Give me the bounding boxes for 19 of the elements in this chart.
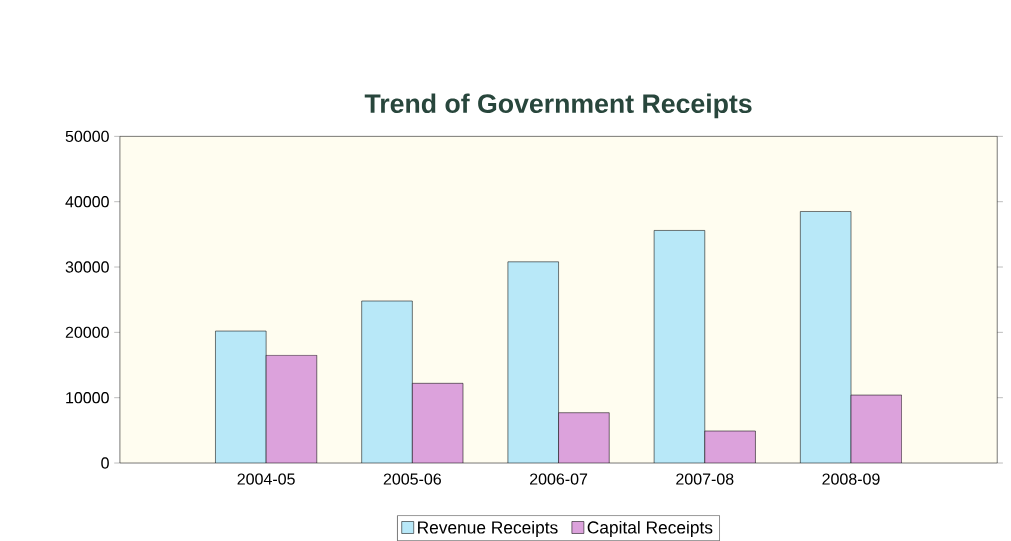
x-tick-label: 2008-09 [822, 473, 880, 485]
y-tick-label: 30000 [65, 261, 109, 273]
bar [215, 330, 267, 463]
x-tick-label: 2005-06 [383, 473, 441, 485]
y-tick-label: 0 [101, 457, 109, 469]
chart-title: Trend of Government Receipts [364, 93, 752, 119]
y-tick-label: 50000 [65, 130, 109, 143]
x-tick-label: 2004-05 [237, 473, 295, 485]
y-tick-label: 10000 [66, 392, 109, 404]
y-tick-label: 40000 [65, 196, 109, 208]
bar [800, 211, 852, 463]
x-tick-label: 2007-08 [676, 473, 734, 485]
y-tick-label: 20000 [65, 326, 109, 338]
bar [361, 300, 413, 463]
bar [507, 261, 559, 463]
legend-label: Revenue Receipts [418, 520, 558, 538]
x-tick-label: 2006-07 [530, 473, 588, 485]
bar [653, 230, 706, 463]
legend-label: Capital Receipts [587, 520, 713, 538]
